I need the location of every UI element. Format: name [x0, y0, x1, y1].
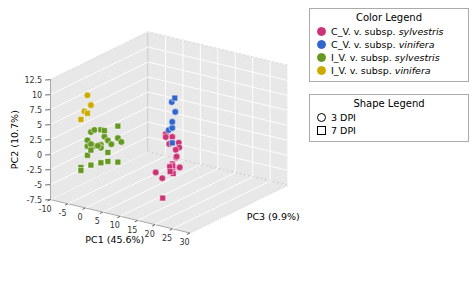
html-text:3 DPI: 3 DPI	[331, 112, 356, 123]
html-text:C_V. v. subsp. sylvestris: C_V. v. subsp. sylvestris	[331, 26, 444, 37]
svg-text:5: 5	[37, 121, 42, 130]
svg-text:20: 20	[145, 230, 155, 239]
svg-text:12.5: 12.5	[24, 76, 42, 85]
svg-text:0: 0	[77, 213, 82, 222]
html-text:Color Legend: Color Legend	[356, 12, 422, 23]
svg-text:5: 5	[95, 217, 100, 226]
svg-text:10: 10	[32, 91, 42, 100]
svg-text:15: 15	[127, 225, 138, 235]
html-text:Shape Legend: Shape Legend	[353, 98, 425, 109]
svg-text:-7.5: -7.5	[27, 196, 43, 205]
svg-text:PC1 (45.6%): PC1 (45.6%)	[85, 234, 144, 245]
svg-text:-5: -5	[59, 209, 67, 218]
html-text:7 DPI: 7 DPI	[331, 125, 356, 136]
svg-text:2.5: 2.5	[29, 136, 42, 145]
html-text:I_V. v. subsp. vinifera: I_V. v. subsp. vinifera	[331, 65, 431, 76]
svg-text:25: 25	[162, 234, 172, 243]
svg-text:-5: -5	[34, 181, 42, 190]
html-text:C_V. v. subsp. vinifera: C_V. v. subsp. vinifera	[331, 39, 435, 50]
svg-text:10: 10	[110, 221, 120, 230]
svg-text:-10: -10	[39, 205, 52, 214]
svg-text:0: 0	[37, 151, 42, 160]
svg-text:PC3 (9.9%): PC3 (9.9%)	[247, 211, 300, 222]
html-text:I_V. v. subsp. sylvestris: I_V. v. subsp. sylvestris	[331, 52, 440, 63]
svg-text:PC2 (10.7%): PC2 (10.7%)	[9, 110, 20, 169]
svg-text:-2.5: -2.5	[27, 166, 43, 175]
svg-text:30: 30	[179, 238, 189, 247]
svg-text:7.5: 7.5	[29, 106, 42, 115]
